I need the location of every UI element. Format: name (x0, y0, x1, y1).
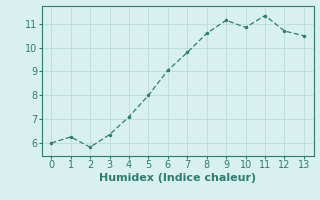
X-axis label: Humidex (Indice chaleur): Humidex (Indice chaleur) (99, 173, 256, 183)
